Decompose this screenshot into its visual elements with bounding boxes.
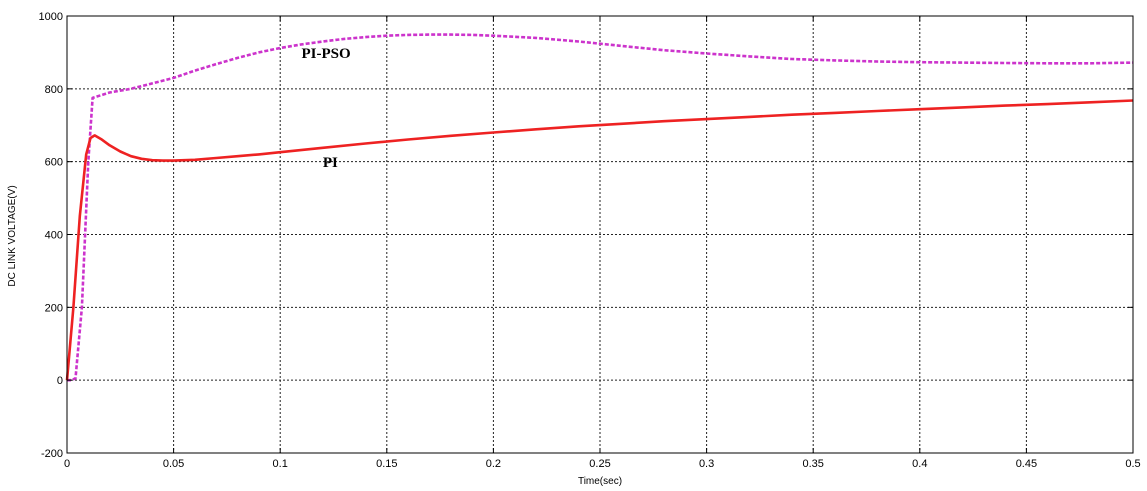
series-label-pi: PI [323,155,338,171]
y-tick-label: 400 [45,230,63,242]
x-ticks: 0 0.05 0.1 0.15 0.2 0.25 0.3 0.35 0.4 0.45 0.5 [64,16,1141,470]
y-tick-label: -200 [41,448,63,460]
series-line-pi [65,99,1134,381]
x-axis-label: Time(sec) [578,476,622,487]
y-tick-label: 600 [45,157,63,169]
x-tick-label: 0.25 [589,458,610,470]
series-label-pi-pso: PI-PSO [302,46,351,62]
x-tick-label: 0.3 [699,458,714,470]
x-tick-label: 0.35 [802,458,823,470]
x-tick-label: 0.1 [273,458,288,470]
y-axis-label: DC LINK VOLTAGE(V) [7,185,18,286]
series-lines [65,33,1134,382]
y-tick-label: 200 [45,302,63,314]
x-tick-label: 0.05 [163,458,184,470]
y-ticks: -200 0 200 400 600 800 1000 [39,11,1133,460]
y-tick-label: 800 [45,84,63,96]
x-tick-label: 0.5 [1125,458,1140,470]
x-tick-label: 0.2 [486,458,501,470]
y-tick-label: 1000 [39,11,63,23]
x-tick-label: 0 [64,458,70,470]
x-tick-label: 0.15 [376,458,397,470]
x-tick-label: 0.45 [1016,458,1037,470]
grid [67,16,1133,453]
y-tick-label: 0 [57,375,63,387]
annotations: PI-PSO PI [302,46,351,171]
series-line-pi-pso [67,33,1134,382]
x-tick-label: 0.4 [912,458,927,470]
